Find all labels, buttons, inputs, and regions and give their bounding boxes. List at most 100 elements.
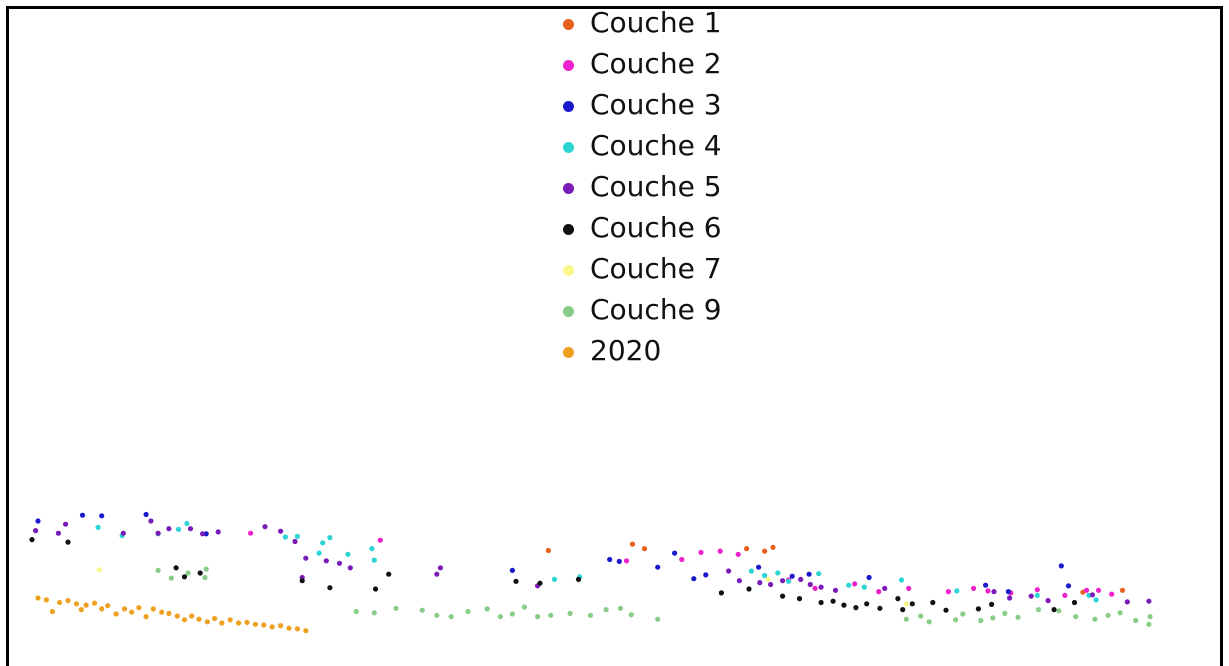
data-point (168, 575, 174, 581)
data-point (1028, 593, 1034, 599)
data-point (55, 530, 62, 536)
data-point (212, 615, 218, 622)
data-point (1117, 610, 1123, 616)
data-point (166, 610, 172, 617)
data-point (509, 611, 515, 617)
data-point (768, 581, 774, 588)
series-7 (155, 566, 1153, 627)
data-point (655, 616, 661, 622)
data-point (1119, 587, 1126, 593)
data-point (327, 585, 333, 591)
data-point (903, 601, 909, 607)
legend-marker (563, 19, 574, 30)
data-point (29, 537, 35, 543)
legend-item: 2020 (558, 332, 778, 373)
data-point (975, 606, 982, 612)
data-point (628, 612, 634, 618)
data-point (978, 617, 984, 624)
data-point (786, 578, 792, 584)
data-point (227, 617, 233, 623)
data-point (434, 571, 440, 577)
data-point (269, 624, 275, 630)
data-point (371, 557, 377, 563)
data-point (248, 530, 254, 536)
data-point (320, 540, 326, 546)
data-point (770, 544, 776, 550)
series-8 (35, 595, 309, 634)
legend-label: Couche 2 (590, 47, 722, 80)
data-point (841, 602, 847, 608)
data-point (990, 615, 996, 621)
legend-item: Couche 1 (558, 4, 778, 45)
data-point (155, 567, 161, 574)
data-point (219, 620, 225, 626)
data-point (1065, 583, 1072, 589)
legend-label: Couche 5 (590, 170, 722, 203)
legend-item: Couche 2 (558, 45, 778, 86)
data-point (79, 512, 86, 518)
data-point (386, 571, 392, 577)
data-point (953, 617, 959, 623)
data-point (1105, 612, 1111, 618)
data-point (96, 567, 102, 573)
data-point (347, 565, 353, 571)
data-point (717, 548, 723, 554)
legend-item: Couche 5 (558, 168, 778, 209)
data-point (603, 607, 609, 613)
legend-item: Couche 4 (558, 127, 778, 168)
data-point (35, 518, 41, 524)
data-point (196, 616, 202, 622)
data-point (816, 571, 822, 577)
data-point (796, 596, 803, 602)
data-point (818, 584, 824, 590)
data-point (1062, 592, 1068, 599)
legend-label: 2020 (590, 334, 662, 367)
data-point (954, 588, 960, 594)
data-point (65, 598, 71, 604)
data-point (1034, 587, 1040, 593)
data-point (1015, 614, 1021, 620)
legend-marker (563, 224, 574, 235)
legend-marker (563, 183, 574, 194)
data-point (78, 607, 84, 613)
data-point (1071, 599, 1078, 606)
data-point (832, 587, 839, 593)
data-point (900, 607, 906, 613)
data-point (861, 584, 867, 590)
data-point (184, 520, 190, 527)
data-point (99, 513, 105, 519)
data-point (535, 614, 541, 620)
legend-marker (563, 101, 574, 112)
data-point (780, 578, 786, 584)
data-point (299, 578, 305, 584)
data-point (548, 612, 554, 618)
data-point (1109, 591, 1115, 597)
data-point (203, 566, 209, 572)
data-point (215, 529, 221, 535)
data-point (623, 558, 630, 564)
data-point (906, 585, 912, 592)
data-point (926, 619, 932, 625)
data-point (136, 605, 142, 611)
legend-label: Couche 4 (590, 129, 722, 162)
data-point (864, 601, 870, 607)
data-point (150, 606, 156, 612)
data-point (736, 578, 743, 584)
data-point (244, 619, 250, 626)
data-point (261, 622, 267, 628)
data-point (918, 613, 924, 619)
data-point (898, 577, 905, 583)
data-point (945, 589, 952, 595)
data-point (278, 623, 284, 629)
data-point (895, 596, 901, 602)
data-point (197, 570, 203, 576)
data-point (806, 571, 812, 577)
data-point (105, 603, 111, 609)
data-point (113, 611, 119, 617)
data-point (448, 614, 454, 620)
data-point (989, 601, 995, 608)
data-point (655, 564, 661, 570)
data-point (437, 565, 443, 571)
legend: Couche 1 Couche 2 Couche 3 Couche 4 Couche 5… (558, 4, 778, 373)
